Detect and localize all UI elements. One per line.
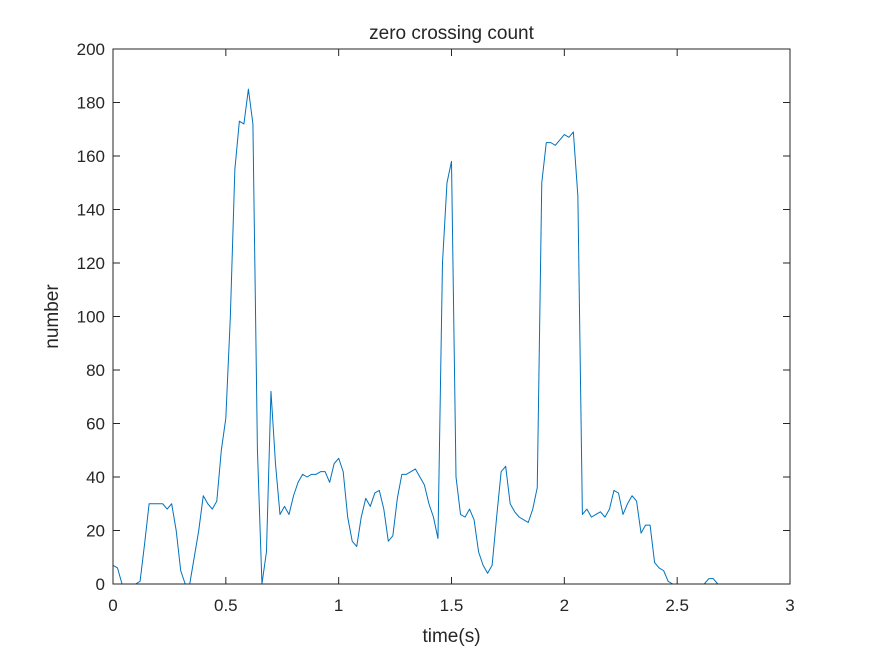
x-tick-label: 1.5 [440,596,464,615]
y-tick-label: 140 [77,201,105,220]
x-tick-label: 0 [108,596,117,615]
x-tick-label: 3 [785,596,794,615]
x-axis-ticks: 0 0.5 1 1.5 2 2.5 3 [108,49,795,615]
y-tick-label: 20 [86,522,105,541]
x-axis-label: time(s) [422,626,480,647]
x-tick-label: 0.5 [214,596,238,615]
y-tick-label: 160 [77,147,105,166]
y-tick-label: 180 [77,94,105,113]
y-tick-label: 0 [96,575,105,594]
x-tick-label: 1 [334,596,343,615]
y-axis-label: number [42,284,63,349]
y-tick-label: 60 [86,415,105,434]
series-layer [112,88,790,585]
x-tick-label: 2.5 [665,596,689,615]
y-axis-ticks: 0 20 40 60 80 100 120 140 160 180 200 [77,40,790,594]
y-tick-label: 120 [77,254,105,273]
y-tick-label: 80 [86,361,105,380]
x-tick-label: 2 [560,596,569,615]
y-tick-label: 40 [86,468,105,487]
chart-title: zero crossing count [369,23,534,44]
plot-background [113,49,790,584]
series-line [112,88,790,585]
y-tick-label: 100 [77,308,105,327]
y-tick-label: 200 [77,40,105,59]
